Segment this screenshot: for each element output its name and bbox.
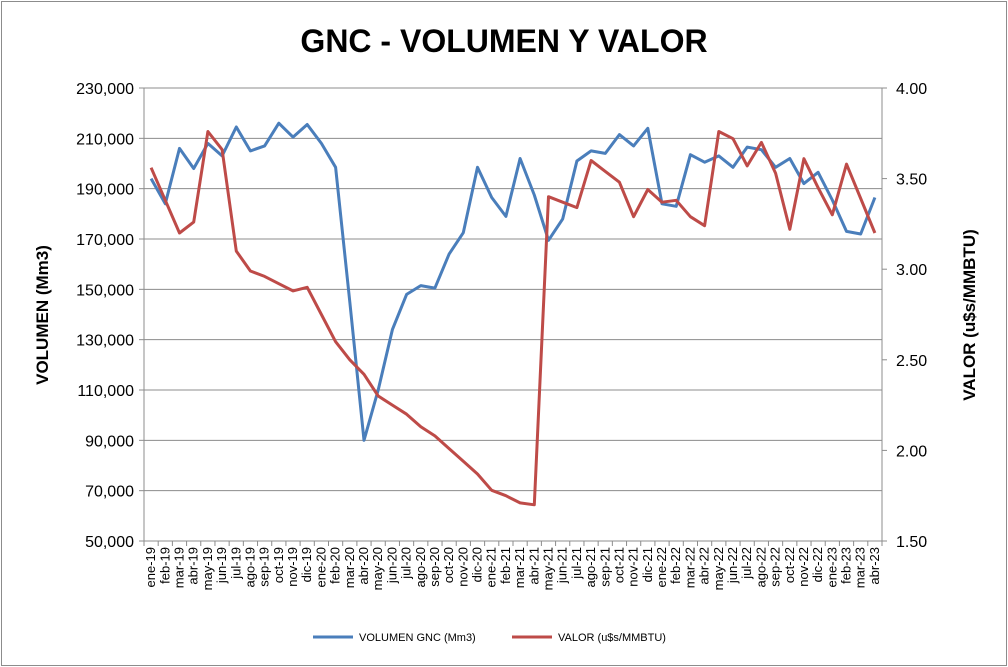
x-tick-label: jun-21 xyxy=(555,547,570,584)
x-tick-label: jun-19 xyxy=(214,547,229,584)
legend-label: VALOR (u$s/MMBTU) xyxy=(558,632,666,644)
x-tick-label: mar-21 xyxy=(512,547,527,588)
series-lines xyxy=(149,121,877,507)
series-line xyxy=(149,130,877,507)
x-tick-label: may-20 xyxy=(370,547,385,590)
x-tick-label: jul-22 xyxy=(739,547,754,580)
x-tick-label: mar-22 xyxy=(682,547,697,588)
x-tick-label: mar-19 xyxy=(171,547,186,588)
x-tick-label: jul-19 xyxy=(228,547,243,580)
x-tick-label: feb-22 xyxy=(668,547,683,584)
x-tick-label: may-22 xyxy=(711,547,726,590)
x-tick-label: sep-20 xyxy=(427,547,442,587)
x-tick-label: abr-20 xyxy=(356,547,371,585)
y2-axis-title: VALOR (u$s/MMBTU) xyxy=(960,229,979,401)
series-line xyxy=(149,121,877,442)
x-tick-label: dic-20 xyxy=(470,547,485,582)
y2-tick-label: 2.00 xyxy=(896,443,927,460)
left-axis-ticks: 230,000 210,000 190,000 170,000 150,000 130,0… xyxy=(76,81,144,551)
x-tick-label: jun-20 xyxy=(384,547,399,584)
x-tick-label: jun-22 xyxy=(725,547,740,584)
y-tick-label: 190,000 xyxy=(76,182,134,199)
x-tick-label: dic-21 xyxy=(640,547,655,582)
x-tick-label: feb-23 xyxy=(839,547,854,584)
y-tick-label: 90,000 xyxy=(85,433,134,450)
legend: VOLUMEN GNC (Mm3) VALOR (u$s/MMBTU) xyxy=(313,632,666,644)
y-tick-label: 150,000 xyxy=(76,282,134,299)
y2-tick-label: 4.00 xyxy=(896,81,927,98)
x-tick-label: nov-21 xyxy=(626,547,641,587)
x-tick-label: abr-22 xyxy=(697,547,712,585)
right-axis-ticks: 4.00 3.50 3.00 2.50 2.00 1.50 xyxy=(882,81,927,551)
x-tick-label: ago-21 xyxy=(583,547,598,587)
x-tick-label: ene-23 xyxy=(824,547,839,587)
y-tick-label: 170,000 xyxy=(76,232,134,249)
x-tick-label: ene-19 xyxy=(143,547,158,587)
x-tick-label: nov-20 xyxy=(455,547,470,587)
x-axis-ticks: ene-19 feb-19 mar-19 abr-19 may-19 jun-19 jul-… xyxy=(143,541,883,590)
chart-title: GNC - VOLUMEN Y VALOR xyxy=(300,23,707,59)
x-tick-label: feb-21 xyxy=(498,547,513,584)
y2-tick-label: 3.00 xyxy=(896,262,927,279)
y-tick-label: 70,000 xyxy=(85,484,134,501)
x-tick-label: may-19 xyxy=(200,547,215,590)
x-tick-label: ene-20 xyxy=(313,547,328,587)
x-tick-label: oct-20 xyxy=(441,547,456,583)
x-tick-label: nov-19 xyxy=(285,547,300,587)
x-tick-label: dic-22 xyxy=(810,547,825,582)
y2-tick-label: 3.50 xyxy=(896,172,927,189)
x-tick-label: jul-21 xyxy=(569,547,584,580)
x-tick-label: abr-19 xyxy=(186,547,201,585)
x-tick-label: mar-23 xyxy=(853,547,868,588)
x-tick-label: ago-22 xyxy=(753,547,768,587)
x-tick-label: ene-21 xyxy=(484,547,499,587)
x-tick-label: abr-21 xyxy=(526,547,541,585)
y-tick-label: 210,000 xyxy=(76,131,134,148)
x-tick-label: feb-19 xyxy=(157,547,172,584)
x-tick-label: mar-20 xyxy=(342,547,357,588)
x-tick-label: oct-19 xyxy=(271,547,286,583)
gridlines xyxy=(144,87,882,492)
y-axis-title: VOLUMEN (Mm3) xyxy=(33,245,52,385)
x-tick-label: jul-20 xyxy=(399,547,414,580)
x-tick-label: dic-19 xyxy=(299,547,314,582)
x-tick-label: ene-22 xyxy=(654,547,669,587)
y-tick-label: 50,000 xyxy=(85,534,134,551)
x-tick-label: sep-21 xyxy=(597,547,612,587)
x-tick-label: ago-19 xyxy=(242,547,257,587)
x-tick-label: oct-21 xyxy=(611,547,626,583)
y-tick-label: 230,000 xyxy=(76,81,134,98)
y2-tick-label: 2.50 xyxy=(896,353,927,370)
x-tick-label: feb-20 xyxy=(328,547,343,584)
x-tick-label: sep-19 xyxy=(257,547,272,587)
x-tick-label: abr-23 xyxy=(867,547,882,585)
x-tick-label: nov-22 xyxy=(796,547,811,587)
x-tick-label: sep-22 xyxy=(768,547,783,587)
x-tick-label: ago-20 xyxy=(413,547,428,587)
y-tick-label: 110,000 xyxy=(77,383,134,400)
legend-label: VOLUMEN GNC (Mm3) xyxy=(359,632,476,644)
y2-tick-label: 1.50 xyxy=(896,534,927,551)
x-tick-label: oct-22 xyxy=(782,547,797,583)
y-tick-label: 130,000 xyxy=(76,333,134,350)
x-tick-label: may-21 xyxy=(540,547,555,590)
